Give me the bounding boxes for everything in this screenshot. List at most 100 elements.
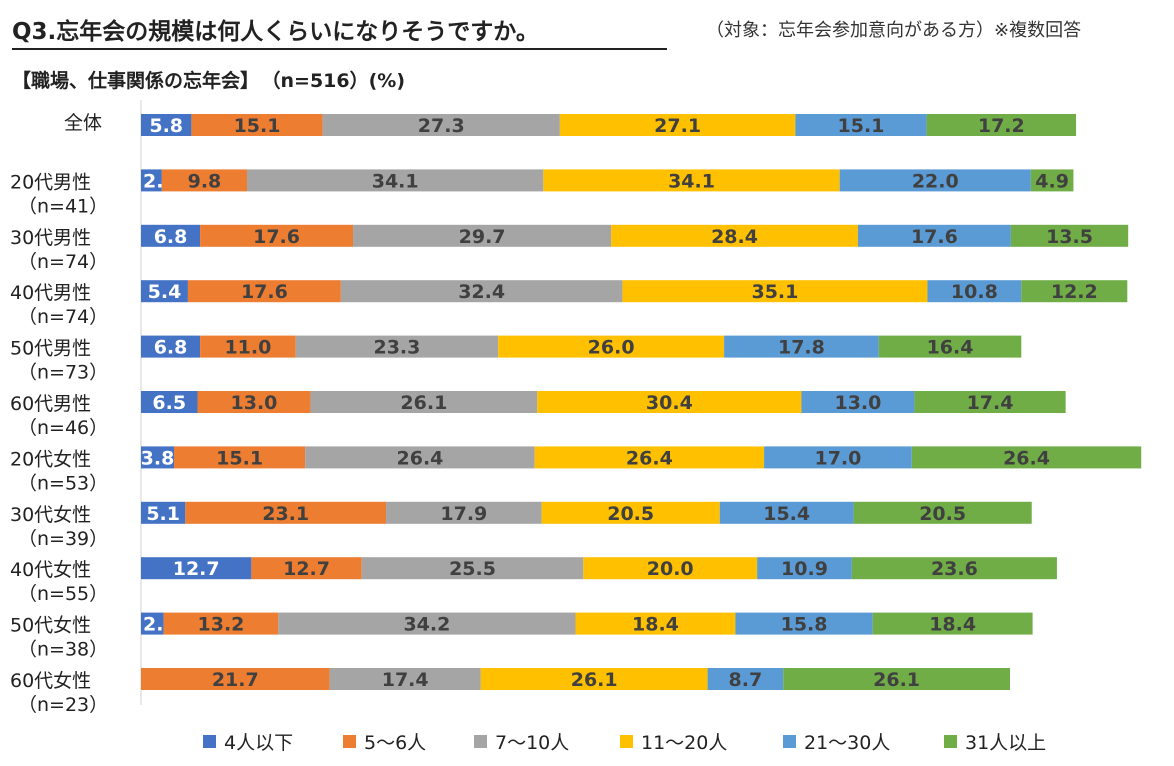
data-label: 5.8 xyxy=(149,115,183,137)
data-label: 8.7 xyxy=(729,669,763,691)
category-label: 60代女性 xyxy=(10,670,91,692)
data-label: 17.4 xyxy=(967,392,1014,414)
data-label: 10.8 xyxy=(951,281,998,303)
bar-segment xyxy=(707,668,784,690)
bar-segment xyxy=(783,668,1010,690)
category-n-label: （n=38） xyxy=(18,639,108,661)
data-label: 26.4 xyxy=(626,447,673,469)
data-label: 5.1 xyxy=(146,503,180,525)
bar-segment xyxy=(361,557,584,580)
category-n-label: （n=74） xyxy=(18,306,108,328)
bar-segment xyxy=(914,391,1066,413)
data-label: 6.8 xyxy=(154,337,188,359)
bar-segment xyxy=(724,335,879,358)
category-label: 40代女性 xyxy=(10,559,91,581)
data-label: 26.1 xyxy=(400,392,447,414)
legend-swatch xyxy=(783,735,796,748)
bar-segment xyxy=(141,668,330,690)
data-label: 23.6 xyxy=(931,558,978,580)
data-label: 9.8 xyxy=(188,170,222,192)
bar-segment xyxy=(795,114,927,136)
bar-segment xyxy=(322,114,560,136)
data-label: 13.2 xyxy=(198,614,245,636)
bar-segment xyxy=(1021,280,1128,303)
data-label: 12.7 xyxy=(173,558,220,580)
bar-segment xyxy=(537,391,802,413)
data-label: 26.1 xyxy=(571,669,618,691)
bar-segment xyxy=(543,169,840,192)
legend-label: 21～30人 xyxy=(804,732,890,754)
legend-swatch xyxy=(474,735,487,748)
bar-segment xyxy=(141,335,201,358)
data-label: 17.9 xyxy=(440,503,487,525)
bar-segment xyxy=(622,280,928,303)
bar-segment xyxy=(1030,169,1074,192)
bar-segment xyxy=(353,224,612,247)
bar-segment xyxy=(839,169,1031,192)
data-label: 34.1 xyxy=(372,170,419,192)
bar-segment xyxy=(575,612,736,635)
data-label: 27.1 xyxy=(654,115,701,137)
data-label: 22.0 xyxy=(912,170,959,192)
bar-segment xyxy=(559,114,796,136)
bar-segment xyxy=(185,501,387,524)
bar-segment xyxy=(386,501,542,524)
bar-segment xyxy=(851,557,1057,580)
bar-segment xyxy=(197,391,311,413)
data-label: 29.7 xyxy=(459,226,506,248)
data-label: 26.4 xyxy=(397,447,444,469)
data-label: 15.4 xyxy=(763,503,810,525)
category-n-label: （n=46） xyxy=(18,417,108,439)
category-label: 50代男性 xyxy=(10,338,91,360)
category-n-label: （n=53） xyxy=(18,472,108,494)
category-label: 20代男性 xyxy=(10,171,91,193)
data-label: 21.7 xyxy=(212,669,259,691)
data-label: 11.0 xyxy=(224,337,271,359)
legend-swatch xyxy=(944,735,957,748)
legend-label: 31人以上 xyxy=(965,732,1046,754)
data-label: 12.2 xyxy=(1051,281,1098,303)
data-label: 13.5 xyxy=(1046,226,1093,248)
data-label: 6.8 xyxy=(154,226,188,248)
legend-swatch xyxy=(343,735,356,748)
bar-segment xyxy=(329,668,481,690)
bar-segment xyxy=(141,557,252,580)
bar-segment xyxy=(174,446,306,469)
category-n-label: （n=41） xyxy=(18,195,108,217)
data-label: 15.8 xyxy=(781,614,828,636)
data-label: 23.1 xyxy=(262,503,309,525)
bar-segment xyxy=(541,501,720,524)
category-label: 40代男性 xyxy=(10,282,91,304)
data-label: 20.5 xyxy=(607,503,654,525)
category-label: 60代男性 xyxy=(10,393,91,415)
data-label: 15.1 xyxy=(216,447,263,469)
bar-segment xyxy=(305,446,535,469)
bar-segment xyxy=(251,557,362,580)
category-n-label: （n=39） xyxy=(18,528,108,550)
data-label: 5.4 xyxy=(148,281,182,303)
bar-segment xyxy=(719,501,854,524)
bar-segment xyxy=(857,224,1011,247)
bar-segment xyxy=(200,335,296,358)
bar-segment xyxy=(853,501,1032,524)
data-label: 17.6 xyxy=(911,226,958,248)
bar-segment xyxy=(191,114,323,136)
data-label: 18.4 xyxy=(632,614,679,636)
bar-segment xyxy=(735,612,873,635)
legend-label: 5～6人 xyxy=(364,732,426,754)
data-label: 15.1 xyxy=(234,115,281,137)
bar-segment xyxy=(141,501,186,524)
bar-segment xyxy=(801,391,915,413)
category-label: 全体 xyxy=(64,112,102,134)
bar-segment xyxy=(310,391,538,413)
bar-segment xyxy=(141,224,201,247)
data-label: 10.9 xyxy=(781,558,828,580)
subtitle-text: 【職場、仕事関係の忘年会】 xyxy=(12,70,260,92)
bar-segment xyxy=(926,114,1077,136)
category-label: 20代女性 xyxy=(10,448,91,470)
data-label: 28.4 xyxy=(711,226,758,248)
bar-segment xyxy=(480,668,708,690)
data-label: 30.4 xyxy=(646,392,693,414)
bar-segment xyxy=(141,280,188,303)
